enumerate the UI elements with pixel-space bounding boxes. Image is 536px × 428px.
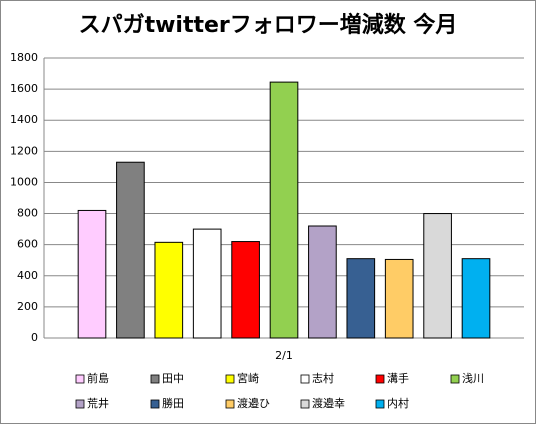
legend-label: 渡邉幸 [312,396,345,410]
legend-swatch [450,374,460,384]
legend-label: 荒井 [87,396,109,410]
chart-title: スパガtwitterフォロワー増減数 今月 [79,12,458,38]
legend-label: 宮崎 [237,371,259,385]
bar [461,258,491,339]
bar [192,228,222,339]
legend-label: 渡邉ひ [237,396,270,410]
x-tick-label: 2/1 [275,349,293,362]
legend-swatch [75,399,85,409]
y-tick-label: 800 [17,207,38,220]
bar [269,81,299,339]
y-tick-label: 1200 [10,144,38,157]
y-tick-label: 1800 [10,51,38,64]
bar [423,213,452,339]
legend-label: 田中 [162,372,184,385]
bar [346,258,376,339]
legend-swatch [375,374,385,384]
legend-label: 前島 [87,371,109,385]
y-tick-label: 1000 [10,175,38,188]
bar [116,161,145,339]
legend-swatch [225,399,235,409]
legend-swatch [300,399,310,409]
legend-label: 勝田 [162,396,184,410]
y-tick-label: 1400 [10,113,38,126]
legend-swatch [375,399,385,409]
legend-label: 志村 [312,371,334,385]
legend-label: 内村 [387,396,409,410]
legend-swatch [300,374,310,384]
y-tick-label: 200 [17,300,38,313]
legend-swatch [150,399,160,409]
legend-label: 溝手 [387,371,409,385]
bar [384,258,414,339]
y-tick-label: 0 [31,331,38,344]
y-tick-label: 400 [17,269,38,282]
bar [77,209,107,339]
legend-swatch [75,374,85,384]
legend-swatch [225,374,235,384]
legend-swatch [150,374,160,384]
y-tick-label: 600 [17,238,38,251]
bar [231,241,260,339]
y-tick-label: 1600 [10,82,38,95]
legend-label: 浅川 [462,372,484,385]
bar [308,225,337,339]
bar [154,241,184,339]
